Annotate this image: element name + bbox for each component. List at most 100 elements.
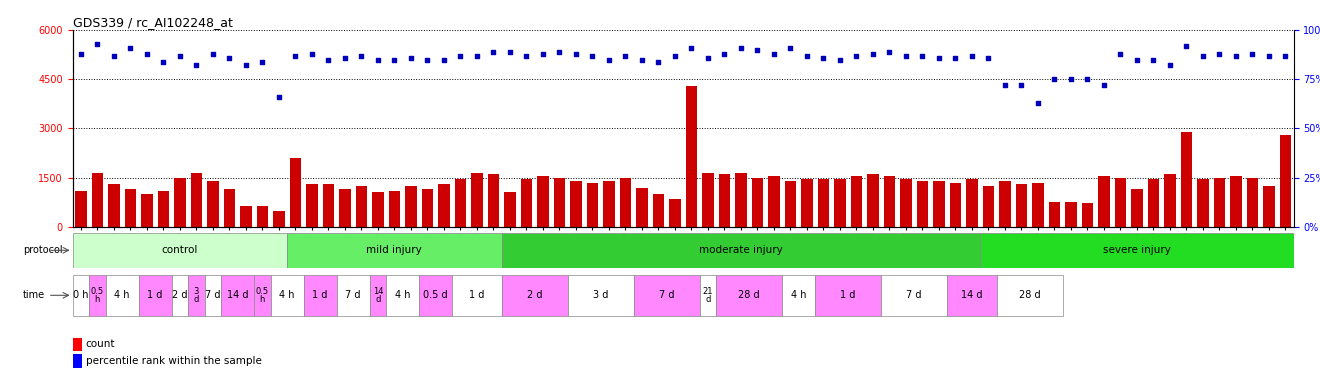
Bar — [1164, 174, 1176, 227]
Bar — [253, 275, 271, 316]
Point — [1159, 62, 1180, 68]
Bar — [141, 194, 153, 227]
Bar — [289, 158, 301, 227]
Bar — [91, 173, 103, 227]
Bar — [735, 173, 747, 227]
Bar — [502, 275, 568, 316]
Text: 28 d: 28 d — [738, 290, 760, 300]
Point — [928, 55, 949, 61]
Bar — [520, 179, 532, 227]
Point — [978, 55, 999, 61]
Bar — [337, 275, 370, 316]
Point — [1258, 53, 1279, 58]
Bar — [1246, 178, 1258, 227]
Bar — [586, 183, 598, 227]
Text: 7 d: 7 d — [907, 290, 921, 300]
Point — [450, 53, 471, 58]
Bar — [784, 181, 796, 227]
Bar — [75, 191, 87, 227]
Bar — [636, 188, 648, 227]
Bar — [73, 232, 288, 268]
Point — [285, 53, 306, 58]
Bar — [997, 275, 1063, 316]
Text: 21
d: 21 d — [702, 287, 713, 304]
Text: control: control — [161, 245, 198, 255]
Point — [549, 49, 570, 55]
Point — [1077, 76, 1098, 82]
Bar — [834, 179, 846, 227]
Point — [912, 53, 933, 58]
Bar — [1197, 179, 1209, 227]
Point — [1027, 100, 1048, 106]
Point — [1242, 51, 1263, 57]
Bar — [685, 86, 697, 227]
Bar — [1263, 186, 1275, 227]
Text: protocol: protocol — [22, 245, 63, 255]
Bar — [273, 211, 285, 227]
Point — [598, 57, 619, 63]
Bar — [1147, 179, 1159, 227]
Text: mild injury: mild injury — [367, 245, 422, 255]
Bar — [421, 189, 433, 227]
Text: 3 d: 3 d — [593, 290, 609, 300]
Point — [763, 51, 784, 57]
Bar — [949, 183, 961, 227]
Point — [747, 47, 768, 53]
Point — [153, 58, 174, 64]
Text: 7 d: 7 d — [659, 290, 675, 300]
Point — [202, 51, 223, 57]
Bar — [1131, 189, 1143, 227]
Text: GDS339 / rc_AI102248_at: GDS339 / rc_AI102248_at — [73, 16, 232, 29]
Bar — [1048, 202, 1060, 227]
Bar — [603, 181, 615, 227]
Bar — [223, 189, 235, 227]
Bar — [717, 275, 783, 316]
Point — [70, 51, 91, 57]
Point — [1093, 82, 1114, 88]
Point — [994, 82, 1015, 88]
Bar — [322, 184, 334, 227]
Bar — [801, 179, 813, 227]
Bar — [174, 178, 186, 227]
Bar — [240, 206, 252, 227]
Bar — [634, 275, 700, 316]
Bar — [157, 191, 169, 227]
Point — [879, 49, 900, 55]
Point — [87, 41, 108, 47]
Point — [483, 49, 504, 55]
Bar — [256, 206, 268, 227]
Point — [499, 49, 520, 55]
Text: 14
d: 14 d — [372, 287, 383, 304]
Bar — [916, 181, 928, 227]
Text: time: time — [22, 290, 45, 300]
Point — [103, 53, 124, 58]
Bar — [568, 275, 634, 316]
Bar — [783, 275, 816, 316]
Bar — [537, 176, 549, 227]
Bar — [669, 199, 681, 227]
Text: 0 h: 0 h — [73, 290, 88, 300]
Bar — [1015, 184, 1027, 227]
Point — [466, 53, 487, 58]
Point — [1275, 53, 1296, 58]
Point — [1192, 53, 1213, 58]
Text: 4 h: 4 h — [115, 290, 129, 300]
Bar — [405, 186, 417, 227]
Point — [136, 51, 157, 57]
Point — [945, 55, 966, 61]
Point — [351, 53, 372, 58]
Point — [829, 57, 850, 63]
Point — [1225, 53, 1246, 58]
Point — [235, 62, 256, 68]
Bar — [981, 232, 1294, 268]
Point — [334, 55, 355, 61]
Bar — [189, 275, 205, 316]
Text: 1 d: 1 d — [148, 290, 162, 300]
Text: 0.5 d: 0.5 d — [424, 290, 447, 300]
Bar — [933, 181, 945, 227]
Text: moderate injury: moderate injury — [700, 245, 783, 255]
Point — [648, 58, 669, 64]
Point — [565, 51, 586, 57]
Bar — [139, 275, 172, 316]
Bar — [205, 275, 222, 316]
